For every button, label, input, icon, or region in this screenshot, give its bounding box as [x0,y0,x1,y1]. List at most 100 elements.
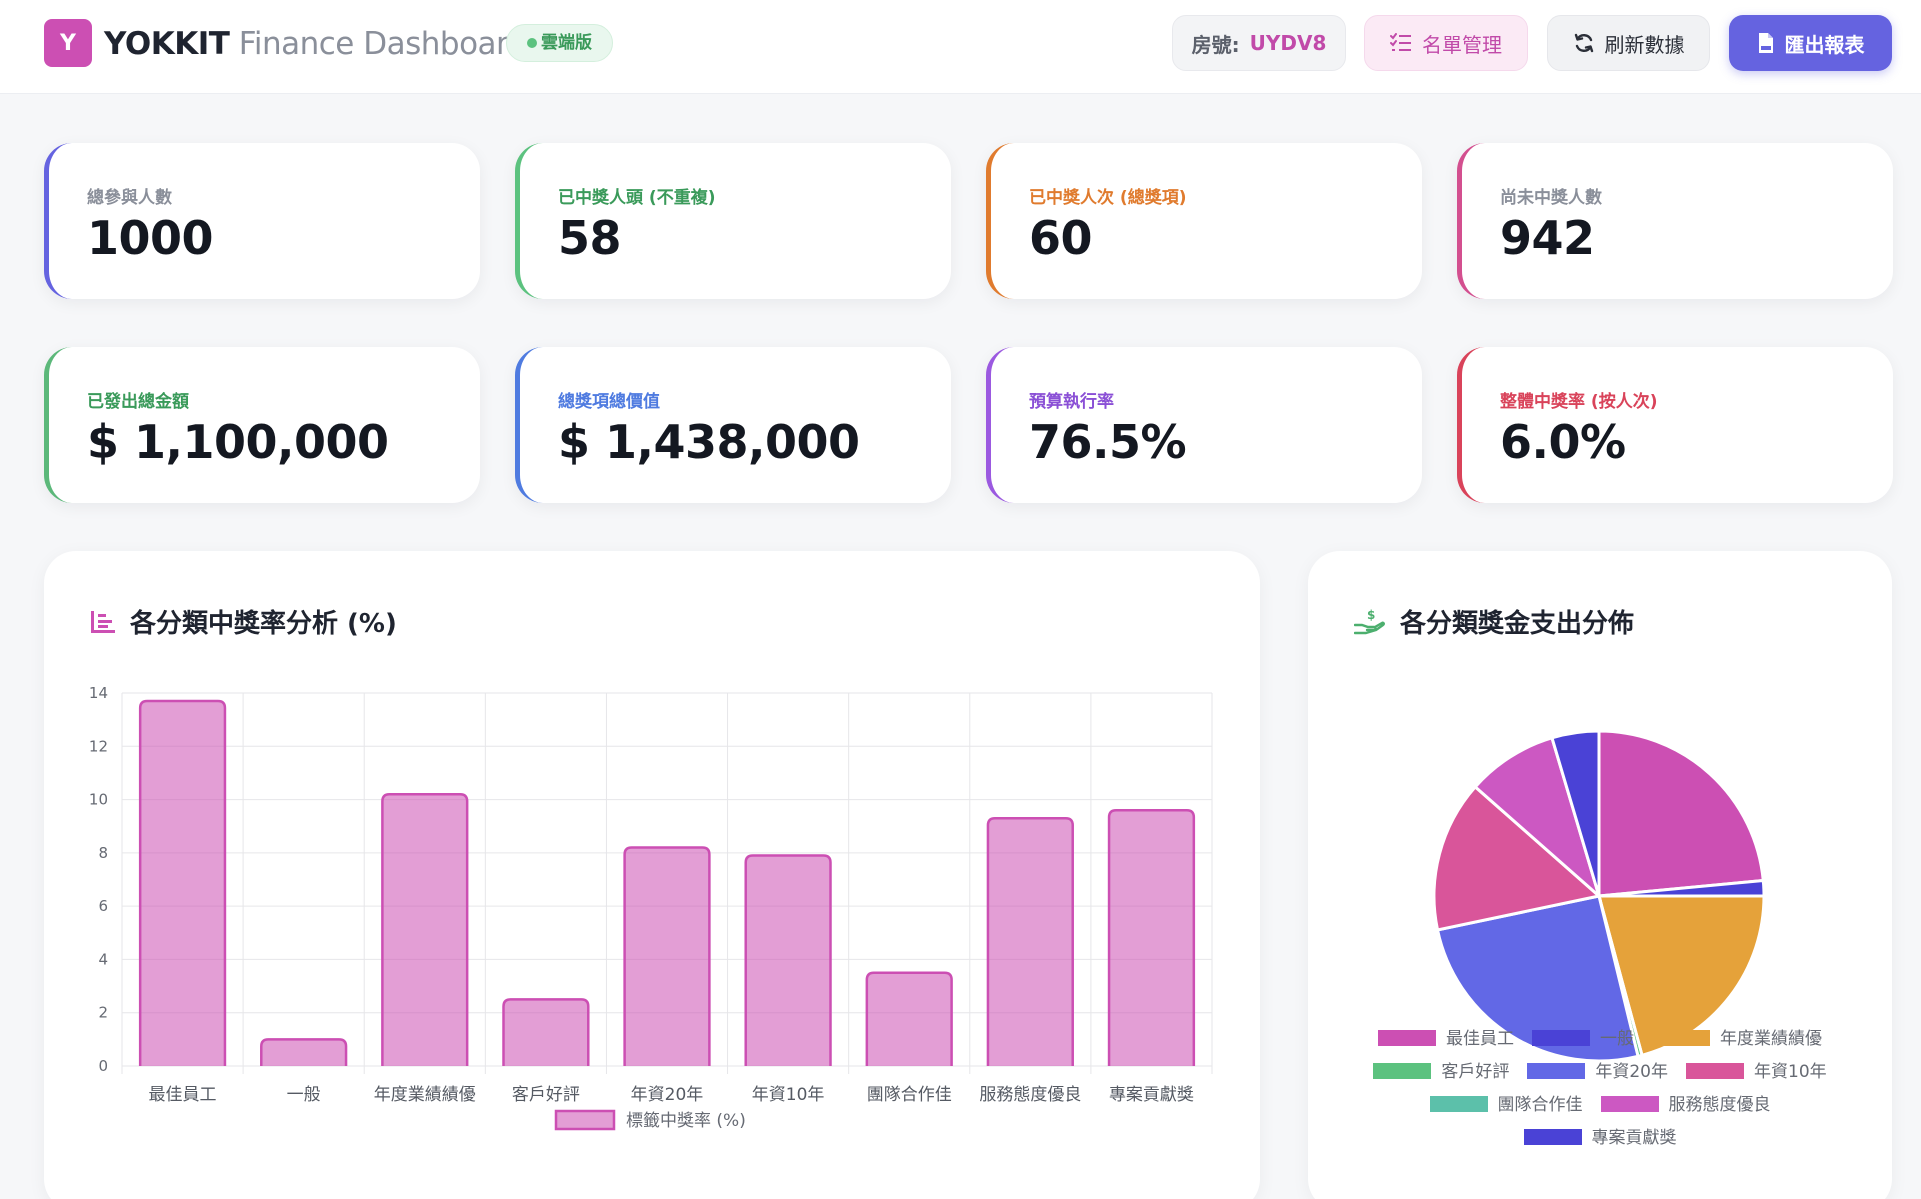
stat-card-budget-rate: 預算執行率 76.5% [986,347,1422,503]
list-check-icon [1390,33,1412,53]
bar-chart-icon [90,610,116,634]
bar-chart-panel: 各分類中獎率分析 (%) 0 2 4 6 8 10 12 14 最佳員工 一般 年度業績績優 客戶好評… [44,551,1260,1199]
stat-value: 6.0% [1500,415,1626,469]
legend-label: 年度業績績優 [1720,1029,1822,1049]
brand-suffix: Finance Dashboard [238,26,528,62]
y-tick-label: 2 [98,1004,108,1022]
legend-swatch [554,1109,616,1131]
legend-label: 年資20年 [1595,1062,1668,1082]
bar[interactable] [503,999,589,1066]
legend-item[interactable]: 一般 [1532,1029,1634,1049]
stat-label: 總參與人數 [87,188,172,208]
legend-swatch [1652,1030,1710,1046]
legend-row: 專案貢獻獎 [1308,1123,1892,1148]
pie-slice[interactable] [1550,729,1601,897]
legend-item[interactable]: 客戶好評 [1373,1062,1509,1082]
legend-item[interactable]: 團隊合作佳 [1429,1095,1583,1115]
refresh-icon [1573,32,1595,54]
x-tick-label: 專案貢獻獎 [1109,1085,1194,1105]
legend-label: 一般 [1600,1029,1634,1049]
pie-slice[interactable] [1473,735,1602,901]
legend-item[interactable]: 年資10年 [1686,1062,1827,1082]
legend-row: 客戶好評 年資20年 年資10年 [1308,1057,1892,1082]
legend-row: 團隊合作佳 服務態度優良 [1308,1090,1892,1115]
y-tick-label: 4 [98,950,108,968]
stat-card-overall-win-rate: 整體中獎率 (按人次) 6.0% [1457,347,1893,503]
pie-slice[interactable] [1432,784,1603,932]
stat-value: 60 [1029,211,1093,265]
stat-label: 已中獎人頭 (不重複) [558,188,716,208]
y-tick-label: 14 [89,684,108,702]
bar-outline [1107,808,1196,1066]
legend-item[interactable]: 最佳員工 [1378,1029,1514,1049]
legend-label: 年資10年 [1754,1062,1827,1082]
y-tick-label: 8 [98,844,108,862]
list-button-label: 名單管理 [1422,32,1502,57]
stat-value: 76.5% [1029,415,1187,469]
legend-label[interactable]: 標籤中獎率 (%) [626,1111,746,1131]
y-tick-label: 0 [98,1057,108,1075]
legend-swatch [1527,1063,1586,1079]
brand-title: YOKKIT Finance Dashboard [104,24,527,64]
svg-text:$: $ [1367,608,1375,622]
bar-chart-title-text: 各分類中獎率分析 (%) [130,609,397,639]
stat-value: $ 1,100,000 [87,415,389,469]
room-code-button[interactable]: 房號: UYDV8 [1172,15,1346,71]
bar[interactable] [1109,810,1194,1066]
bar[interactable] [261,1039,347,1066]
app-logo: Y [44,19,92,67]
bar-chart-title: 各分類中獎率分析 (%) [90,603,397,640]
export-report-button[interactable]: 匯出報表 [1729,15,1892,71]
bar[interactable] [140,700,225,1066]
stat-label: 已發出總金額 [87,392,189,412]
bar[interactable] [624,847,710,1066]
legend-item[interactable]: 專案貢獻獎 [1523,1128,1677,1148]
x-tick-label: 年度業績績優 [374,1085,476,1105]
stat-value: 942 [1500,211,1595,265]
brand-name: YOKKIT [104,26,230,62]
stat-card-total-wins: 已中獎人次 (總獎項) 60 [986,143,1422,299]
cloud-edition-badge: 雲端版 [506,24,613,62]
pie-slice[interactable] [1435,894,1640,1061]
bar[interactable] [866,972,952,1066]
stat-card-unique-winners: 已中獎人頭 (不重複) 58 [515,143,951,299]
legend-swatch [1532,1030,1590,1046]
legend-swatch [1378,1030,1436,1046]
stat-label: 總獎項總價值 [558,392,660,412]
bar-outline [623,846,711,1066]
export-button-label: 匯出報表 [1784,32,1865,57]
status-dot-icon [527,38,537,48]
list-management-button[interactable]: 名單管理 [1364,15,1528,71]
legend-label: 專案貢獻獎 [1591,1128,1677,1148]
legend-swatch [1600,1096,1659,1112]
legend-swatch [1373,1063,1432,1079]
legend-label: 服務態度優良 [1668,1095,1771,1115]
y-tick-label: 10 [89,791,108,809]
legend-row: 最佳員工 一般 年度業績績優 [1308,1024,1892,1049]
x-tick-label: 年資10年 [752,1085,825,1105]
pie-slice[interactable] [1597,729,1765,898]
legend-item[interactable]: 年資20年 [1527,1062,1668,1082]
bar[interactable] [745,855,831,1066]
bar[interactable] [382,794,468,1066]
refresh-data-button[interactable]: 刷新數據 [1547,15,1710,71]
bar-outline [260,1038,348,1066]
bar[interactable] [987,818,1073,1066]
pie-slice[interactable] [1597,894,1766,1058]
legend-swatch [1523,1129,1582,1145]
stat-card-total-participants: 總參與人數 1000 [44,143,480,299]
stat-card-amount-paid: 已發出總金額 $ 1,100,000 [44,347,480,503]
y-tick-label: 6 [98,897,108,915]
stat-label: 整體中獎率 (按人次) [1500,392,1658,412]
x-tick-label: 客戶好評 [512,1085,580,1105]
stat-value: $ 1,438,000 [558,415,860,469]
legend-label: 最佳員工 [1446,1029,1514,1049]
y-tick-label: 12 [89,737,108,755]
bar-outline [138,699,227,1066]
legend-item[interactable]: 服務態度優良 [1600,1095,1771,1115]
legend-item[interactable]: 年度業績績優 [1652,1029,1822,1049]
stat-label: 已中獎人次 (總獎項) [1029,188,1187,208]
x-tick-label: 最佳員工 [149,1085,217,1105]
stat-value: 58 [558,211,622,265]
x-tick-label: 一般 [287,1085,321,1105]
